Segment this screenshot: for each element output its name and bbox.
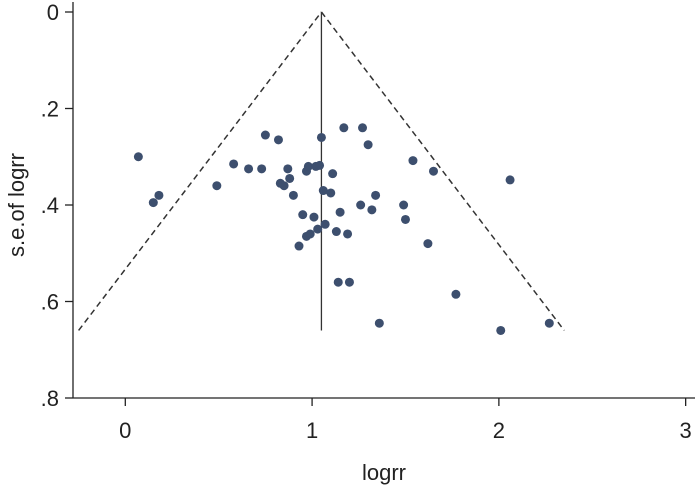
- data-point: [451, 289, 461, 299]
- data-point: [428, 166, 438, 176]
- data-point: [339, 123, 349, 133]
- x-axis-title: logrr: [362, 460, 406, 485]
- y-axis: 0 .2 .4 .6 .8: [41, 0, 74, 411]
- data-point: [273, 135, 283, 145]
- data-point: [335, 207, 345, 217]
- data-point: [212, 181, 222, 191]
- data-point: [320, 219, 330, 229]
- data-point: [298, 210, 308, 220]
- ci-limit-right-line: [320, 11, 565, 331]
- x-tick-label: 2: [493, 418, 505, 443]
- x-tick-label: 3: [680, 418, 692, 443]
- data-point: [288, 190, 298, 200]
- data-point: [356, 200, 366, 210]
- data-point: [229, 159, 239, 169]
- data-point: [399, 200, 409, 210]
- data-point: [363, 140, 373, 150]
- x-axis: 0 1 2 3: [73, 397, 695, 443]
- data-point: [358, 123, 368, 133]
- data-point: [316, 132, 326, 142]
- data-point: [148, 198, 158, 208]
- data-point: [133, 152, 143, 162]
- data-point: [400, 214, 410, 224]
- data-point: [305, 229, 315, 239]
- data-point: [283, 164, 293, 174]
- data-point: [328, 169, 338, 179]
- data-point: [326, 188, 336, 198]
- data-point: [344, 277, 354, 287]
- data-point: [260, 130, 270, 140]
- data-point: [423, 239, 433, 249]
- data-point: [309, 212, 319, 222]
- data-point: [313, 224, 323, 234]
- data-point: [496, 325, 506, 335]
- data-point: [367, 205, 377, 215]
- data-point: [154, 190, 164, 200]
- y-tick-label: .4: [41, 193, 59, 218]
- data-point: [285, 173, 295, 183]
- plot-lines: [78, 11, 565, 331]
- data-point: [371, 190, 381, 200]
- y-tick-label: .6: [41, 290, 59, 315]
- data-point: [343, 229, 353, 239]
- y-tick-label: .2: [41, 97, 59, 122]
- data-point: [331, 227, 341, 237]
- data-point: [544, 318, 554, 328]
- data-point: [257, 164, 267, 174]
- data-point: [244, 164, 254, 174]
- data-point: [303, 161, 313, 171]
- data-point: [333, 277, 343, 287]
- data-point: [315, 160, 325, 170]
- x-tick-label: 1: [306, 418, 318, 443]
- ci-limit-left-line: [78, 11, 323, 331]
- y-tick-label: .8: [41, 386, 59, 411]
- y-axis-title: s.e.of logrr: [4, 153, 29, 257]
- data-point: [294, 241, 304, 251]
- y-tick-label: 0: [47, 0, 59, 25]
- data-point: [318, 186, 328, 196]
- data-point: [408, 156, 418, 166]
- data-point: [279, 181, 289, 191]
- data-point: [374, 318, 384, 328]
- data-points: [133, 123, 554, 335]
- data-point: [505, 175, 515, 185]
- x-tick-label: 0: [119, 418, 131, 443]
